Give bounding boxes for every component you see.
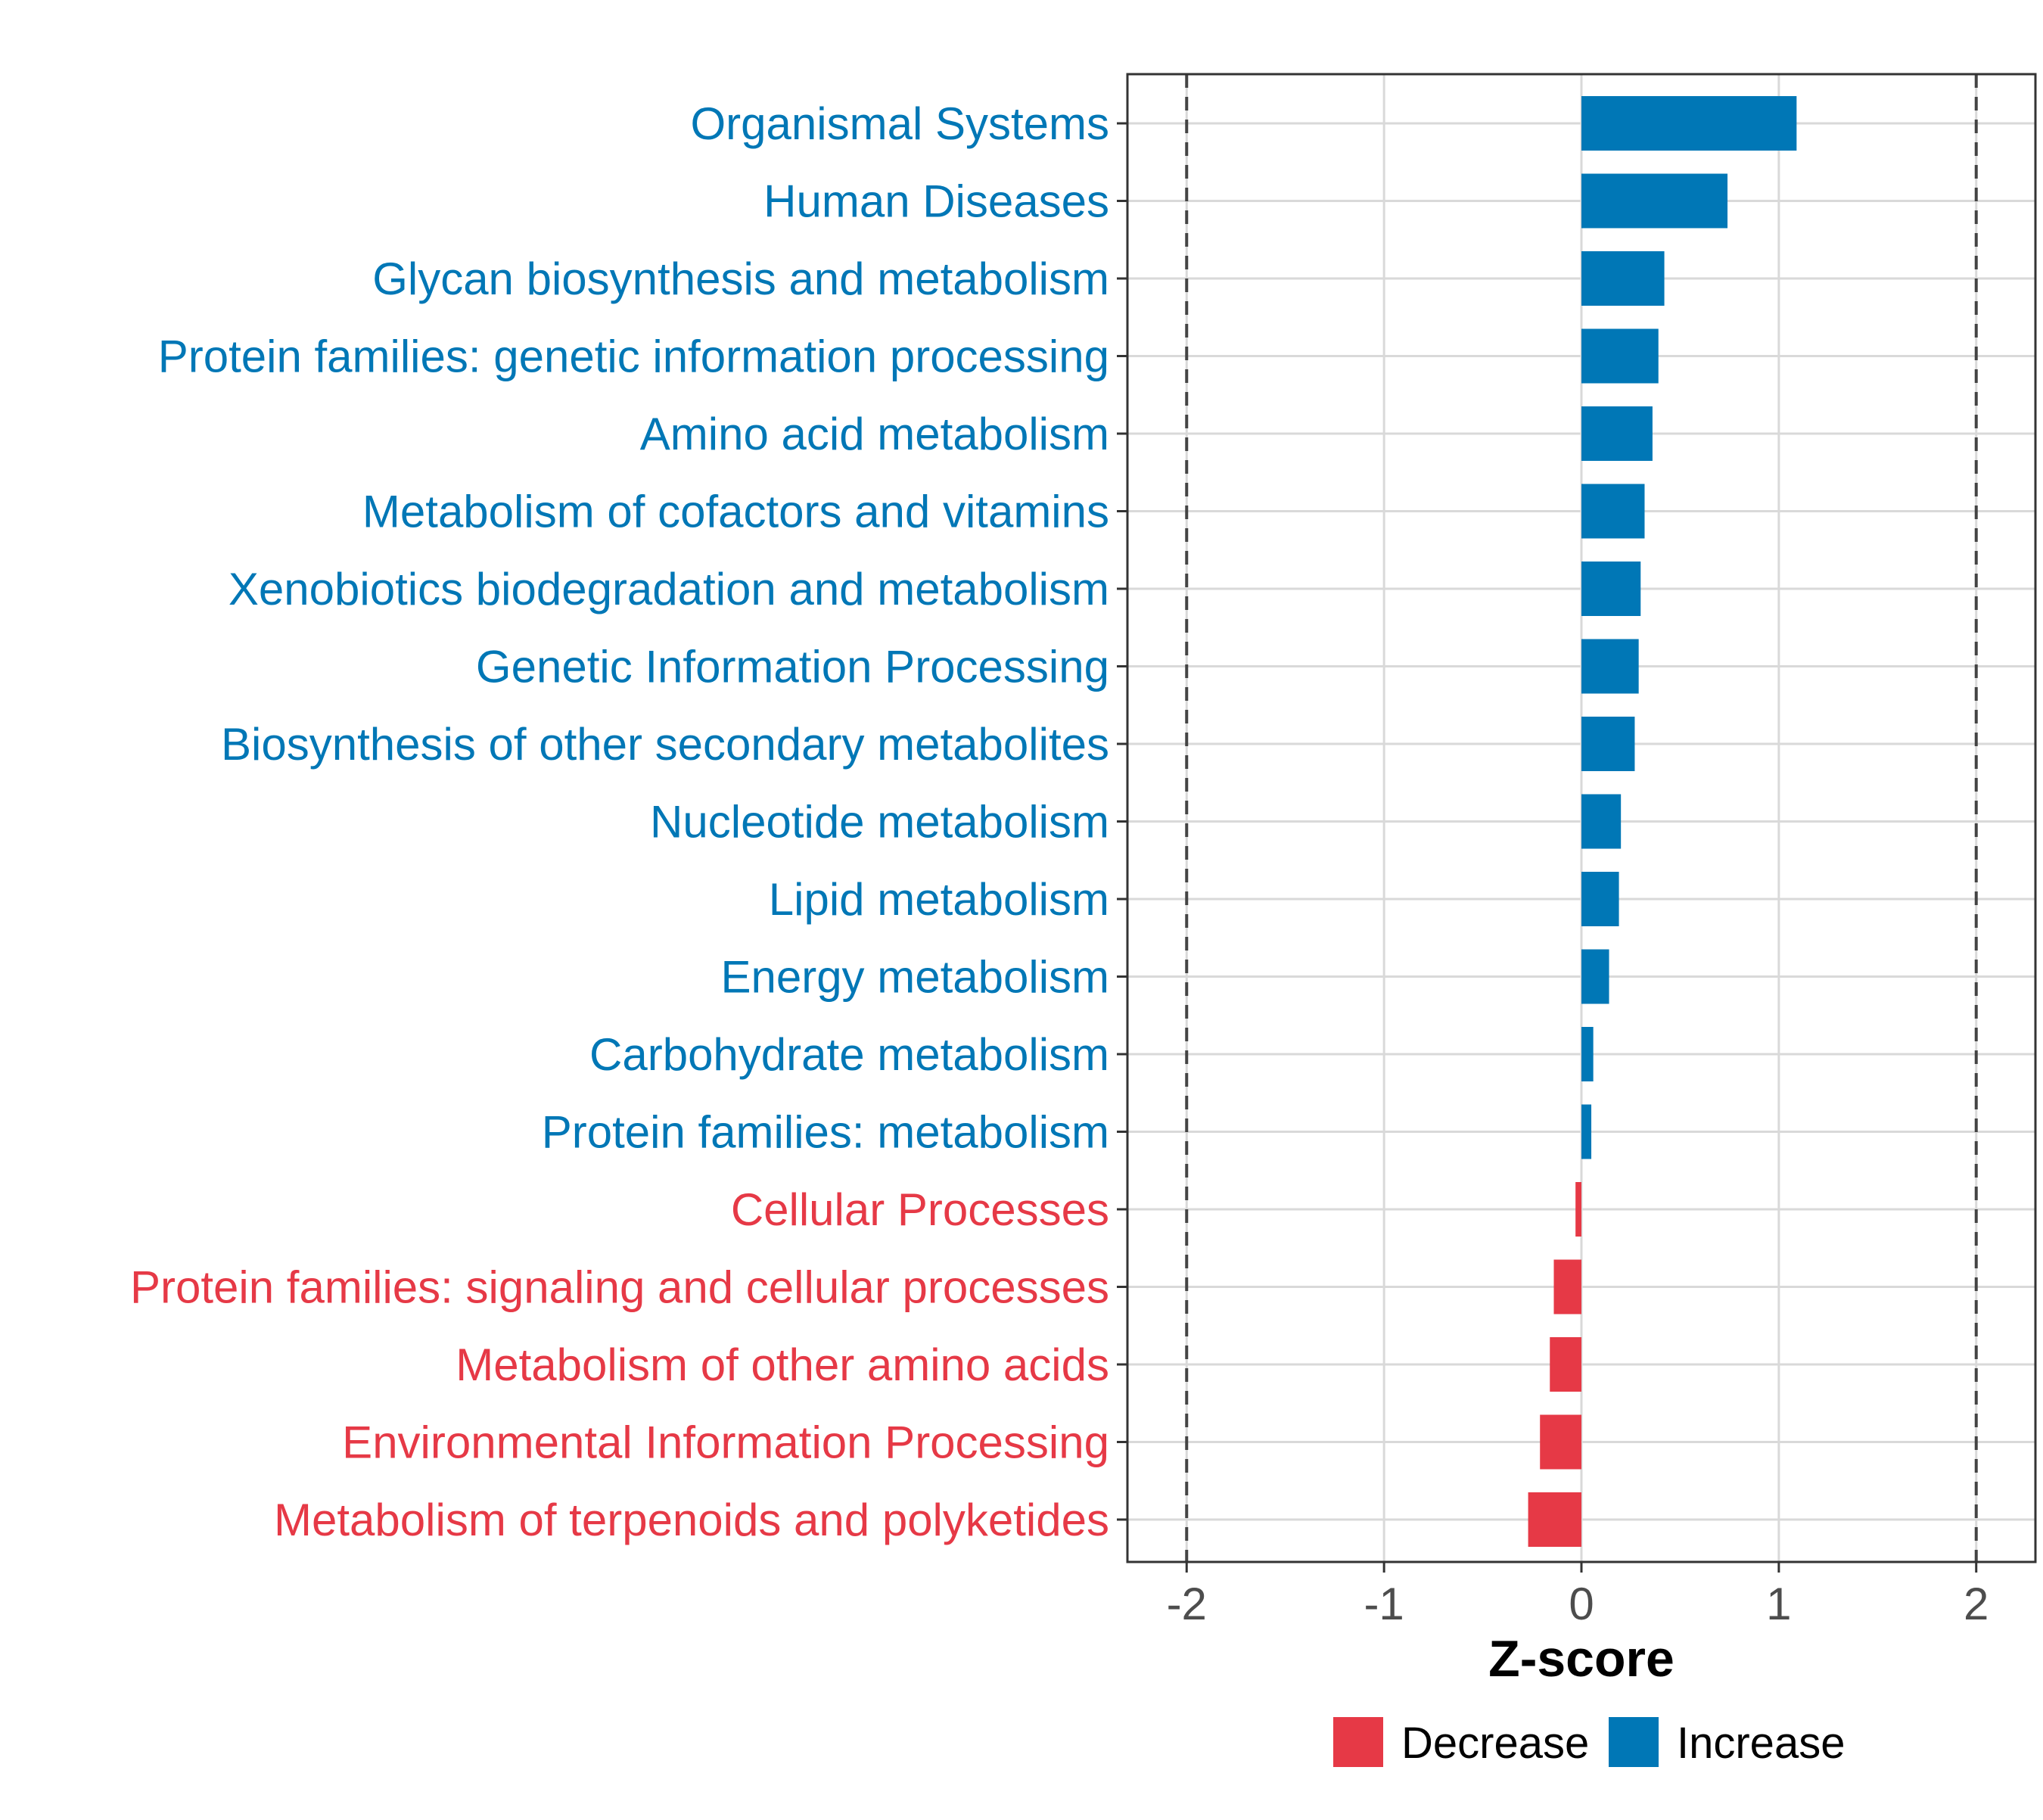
bar — [1581, 794, 1622, 849]
bar — [1581, 251, 1665, 306]
x-tick-label: 0 — [1569, 1579, 1594, 1629]
x-axis-title: Z-score — [1488, 1630, 1675, 1688]
category-label: Metabolism of cofactors and vitamins — [362, 487, 1109, 537]
x-tick-label: 2 — [1964, 1579, 1989, 1629]
x-axis-ticks: -2 -1 0 1 2 — [1167, 1562, 1989, 1629]
bar — [1553, 1259, 1581, 1314]
bar — [1581, 406, 1653, 461]
legend-swatch — [1333, 1717, 1383, 1767]
bar — [1540, 1414, 1581, 1470]
category-label: Nucleotide metabolism — [650, 797, 1109, 848]
category-label: Metabolism of terpenoids and polyketides — [274, 1495, 1109, 1545]
x-tick-label: 1 — [1766, 1579, 1791, 1629]
bar — [1581, 562, 1641, 616]
category-label: Genetic Information Processing — [476, 642, 1109, 692]
legend: Decrease Increase — [1333, 1717, 1845, 1768]
category-label: Carbohydrate metabolism — [589, 1029, 1109, 1080]
bar — [1575, 1182, 1581, 1237]
category-label: Xenobiotics biodegradation and metabolis… — [229, 564, 1109, 614]
bar — [1581, 639, 1639, 694]
bar — [1581, 872, 1619, 926]
bar — [1581, 1027, 1594, 1081]
category-label: Protein families: signaling and cellular… — [130, 1262, 1109, 1313]
category-label: Amino acid metabolism — [640, 409, 1109, 459]
bars — [1528, 96, 1797, 1547]
bar — [1550, 1337, 1581, 1392]
bar — [1528, 1492, 1581, 1547]
category-label: Environmental Information Processing — [342, 1417, 1109, 1468]
legend-label: Decrease — [1401, 1719, 1589, 1768]
bar — [1581, 1104, 1592, 1159]
y-axis-ticks: Organismal Systems Human Diseases Glycan b… — [130, 98, 1127, 1545]
bar — [1581, 173, 1728, 229]
bar — [1581, 484, 1645, 539]
category-label: Protein families: genetic information pr… — [158, 331, 1109, 382]
category-label: Glycan biosynthesis and metabolism — [372, 254, 1109, 304]
category-label: Lipid metabolism — [769, 874, 1109, 925]
category-label: Organismal Systems — [691, 98, 1109, 149]
category-label: Energy metabolism — [720, 952, 1109, 1003]
legend-label: Increase — [1677, 1719, 1845, 1768]
x-tick-label: -2 — [1167, 1579, 1207, 1629]
bar — [1581, 717, 1635, 771]
bar — [1581, 96, 1797, 151]
bar — [1581, 949, 1609, 1004]
category-label: Protein families: metabolism — [542, 1107, 1109, 1158]
category-label: Cellular Processes — [731, 1184, 1109, 1235]
category-label: Biosynthesis of other secondary metaboli… — [221, 719, 1109, 770]
x-tick-label: -1 — [1364, 1579, 1404, 1629]
legend-swatch — [1609, 1717, 1659, 1767]
category-label: Human Diseases — [763, 176, 1109, 227]
category-label: Metabolism of other amino acids — [456, 1339, 1109, 1390]
bar — [1581, 328, 1659, 384]
